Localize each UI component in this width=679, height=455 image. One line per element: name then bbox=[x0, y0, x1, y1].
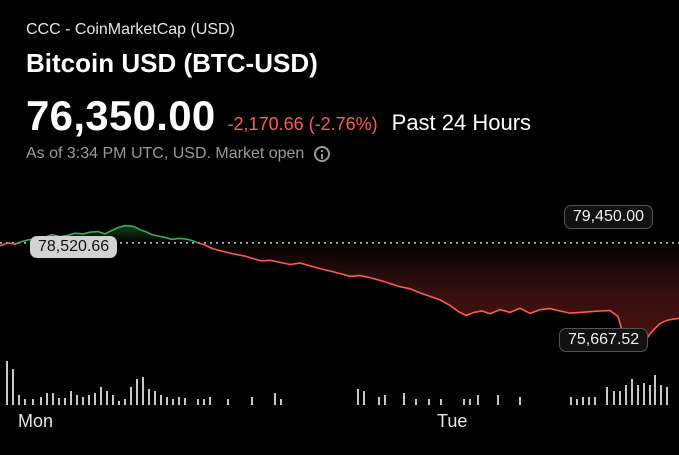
asset-title: Bitcoin USD (BTC-USD) bbox=[26, 48, 318, 78]
volume-bar bbox=[415, 399, 417, 405]
volume-bar bbox=[378, 397, 380, 405]
volume-bar bbox=[227, 399, 229, 405]
volume-bar bbox=[136, 379, 138, 405]
volume-bar bbox=[274, 393, 276, 405]
volume-bar bbox=[148, 389, 150, 405]
price-change: -2,170.66 (-2.76%) bbox=[227, 114, 378, 134]
volume-bar bbox=[184, 398, 186, 405]
as-of-text: As of 3:34 PM UTC, USD. Market open bbox=[26, 145, 305, 162]
volume-bar bbox=[357, 389, 359, 405]
volume-bar bbox=[24, 399, 26, 405]
volume-bar bbox=[70, 391, 72, 405]
price-row: 76,350.00 -2,170.66 (-2.76%) Past 24 Hou… bbox=[26, 92, 531, 140]
volume-bar bbox=[576, 399, 578, 405]
previous-close-label: 78,520.66 bbox=[30, 236, 118, 258]
volume-bar bbox=[76, 395, 78, 405]
volume-bar bbox=[142, 377, 144, 405]
as-of-row: As of 3:34 PM UTC, USD. Market open bbox=[26, 145, 331, 163]
volume-bar bbox=[106, 391, 108, 405]
volume-bar bbox=[82, 397, 84, 405]
volume-bar bbox=[94, 393, 96, 405]
volume-bar bbox=[519, 397, 521, 405]
volume-bar bbox=[52, 393, 54, 405]
volume-bar bbox=[660, 385, 662, 405]
volume-bar bbox=[12, 369, 14, 405]
volume-bar bbox=[112, 395, 114, 405]
volume-bar bbox=[428, 399, 430, 405]
volume-bar bbox=[570, 397, 572, 405]
volume-bar bbox=[18, 395, 20, 405]
volume-bar bbox=[251, 397, 253, 405]
volume-bar bbox=[280, 399, 282, 405]
volume-bar bbox=[209, 397, 211, 405]
volume-bar bbox=[625, 385, 627, 405]
chart-area-below-close bbox=[0, 242, 679, 345]
volume-bar bbox=[178, 397, 180, 405]
volume-bar bbox=[58, 398, 60, 405]
volume-bar bbox=[166, 397, 168, 405]
volume-bar bbox=[497, 395, 499, 405]
volume-bar bbox=[160, 395, 162, 405]
volume-bar bbox=[154, 391, 156, 405]
volume-bar bbox=[118, 401, 120, 405]
volume-bar bbox=[363, 391, 365, 405]
volume-bar bbox=[6, 361, 8, 405]
volume-bar bbox=[643, 383, 645, 405]
volume-bar bbox=[124, 399, 126, 405]
volume-bar bbox=[654, 375, 656, 405]
volume-bar bbox=[594, 397, 596, 405]
volume-bar bbox=[588, 397, 590, 405]
volume-bar bbox=[100, 387, 102, 405]
high-price-label: 79,450.00 bbox=[563, 205, 653, 229]
price-line-down bbox=[0, 242, 679, 346]
volume-bar bbox=[172, 399, 174, 405]
volume-bar bbox=[403, 393, 405, 405]
volume-bars bbox=[6, 361, 668, 405]
volume-bar bbox=[463, 399, 465, 405]
volume-bar bbox=[32, 399, 34, 405]
volume-bar bbox=[649, 385, 651, 405]
volume-bar bbox=[88, 395, 90, 405]
volume-bar bbox=[40, 397, 42, 405]
volume-bar bbox=[606, 387, 608, 405]
volume-bar bbox=[440, 399, 442, 405]
volume-bar bbox=[130, 387, 132, 405]
volume-bar bbox=[197, 399, 199, 405]
volume-bar bbox=[582, 397, 584, 405]
info-icon[interactable] bbox=[314, 146, 331, 162]
volume-bar bbox=[613, 391, 615, 405]
data-source: CCC - CoinMarketCap (USD) bbox=[26, 21, 235, 38]
low-price-label: 75,667.52 bbox=[559, 328, 649, 352]
volume-bar bbox=[384, 395, 386, 405]
volume-bar bbox=[619, 391, 621, 405]
time-period: Past 24 Hours bbox=[391, 110, 532, 135]
volume-bar bbox=[203, 399, 205, 405]
volume-bar bbox=[64, 398, 66, 405]
volume-bar bbox=[469, 399, 471, 405]
x-tick-tue: Tue bbox=[437, 411, 468, 431]
volume-bar bbox=[477, 395, 479, 405]
volume-bar bbox=[631, 379, 633, 405]
x-tick-mon: Mon bbox=[18, 411, 54, 431]
volume-bar bbox=[666, 387, 668, 405]
volume-bar bbox=[46, 393, 48, 405]
current-price: 76,350.00 bbox=[26, 92, 216, 139]
volume-bar bbox=[637, 385, 639, 405]
